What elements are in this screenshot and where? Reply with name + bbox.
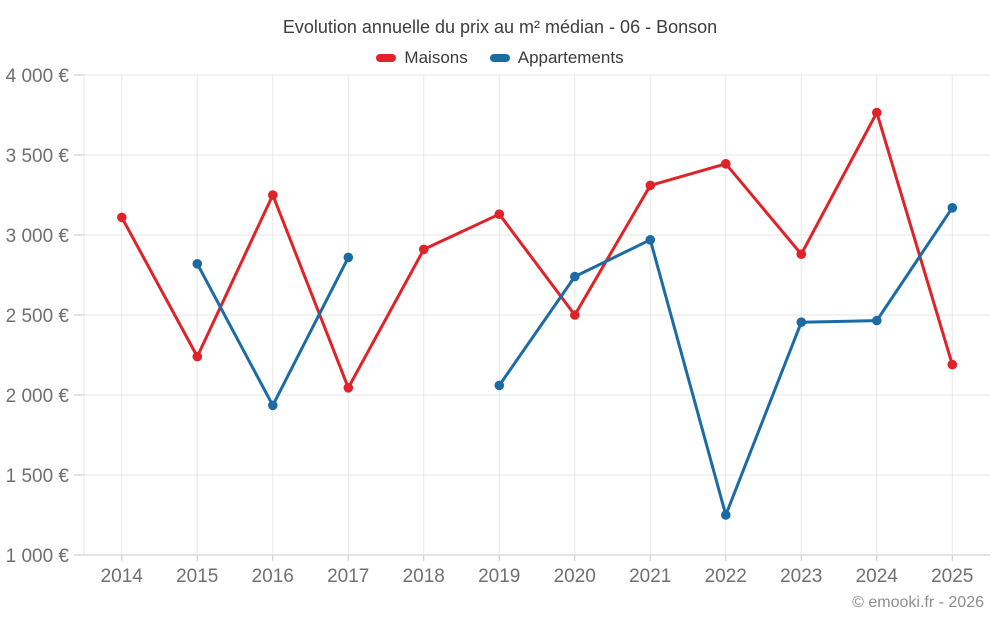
legend: Maisons Appartements <box>0 47 1000 69</box>
y-tick-label: 4 000 € <box>6 66 70 87</box>
data-point-maisons-2024[interactable] <box>872 107 882 118</box>
data-point-maisons-2016[interactable] <box>268 190 278 200</box>
series-line-maisons <box>120 111 954 390</box>
x-tick-label: 2023 <box>780 566 822 587</box>
x-tick-label: 2016 <box>252 566 294 587</box>
chart-title: Evolution annuelle du prix au m² médian … <box>282 17 718 37</box>
copyright-footer: © emooki.fr - 2026 <box>852 594 984 611</box>
legend-label-maisons: Maisons <box>404 48 468 67</box>
data-point-appartements-2017[interactable] <box>343 252 354 263</box>
data-point-maisons-2021[interactable] <box>645 180 656 191</box>
data-point-appartements-2020[interactable] <box>570 271 580 282</box>
data-point-appartements-2022[interactable] <box>721 510 731 520</box>
data-point-appartements-2015[interactable] <box>192 259 203 269</box>
y-tick-label: 3 000 € <box>6 226 70 247</box>
x-tick-label: 2025 <box>931 566 973 587</box>
data-point-maisons-2017[interactable] <box>343 383 354 393</box>
data-point-maisons-2014[interactable] <box>117 212 127 223</box>
data-point-appartements-2025[interactable] <box>947 203 958 213</box>
maisons-swatch-icon <box>376 54 397 62</box>
legend-item-maisons[interactable]: Maisons <box>376 48 468 68</box>
x-tick-label: 2020 <box>554 566 596 587</box>
x-tick-label: 2015 <box>176 566 218 587</box>
data-point-appartements-2023[interactable] <box>796 317 807 328</box>
x-tick-label: 2021 <box>629 566 671 587</box>
data-point-maisons-2018[interactable] <box>419 244 429 255</box>
data-point-appartements-2021[interactable] <box>645 235 656 245</box>
x-tick-label: 2024 <box>856 566 899 587</box>
y-tick-label: 2 000 € <box>6 386 70 407</box>
y-tick-label: 1 500 € <box>6 466 70 487</box>
x-tick-label: 2019 <box>478 566 520 587</box>
y-tick-label: 1 000 € <box>6 546 70 567</box>
x-tick-label: 2017 <box>327 566 369 587</box>
data-point-appartements-2016[interactable] <box>268 400 278 411</box>
y-tick-label: 3 500 € <box>6 146 70 167</box>
data-point-appartements-2024[interactable] <box>872 315 882 326</box>
legend-label-appartements: Appartements <box>517 48 624 67</box>
data-point-appartements-2019[interactable] <box>494 380 505 391</box>
legend-item-appartements[interactable]: Appartements <box>489 48 624 68</box>
data-point-maisons-2015[interactable] <box>192 351 203 362</box>
data-point-maisons-2020[interactable] <box>570 310 580 320</box>
data-point-maisons-2019[interactable] <box>494 209 505 219</box>
appartements-swatch-icon <box>489 54 510 62</box>
data-point-maisons-2023[interactable] <box>796 249 807 259</box>
y-tick-label: 2 500 € <box>6 306 70 327</box>
x-tick-label: 2018 <box>403 566 445 587</box>
data-point-maisons-2022[interactable] <box>721 159 731 169</box>
x-tick-label: 2014 <box>101 566 144 587</box>
data-point-maisons-2025[interactable] <box>947 359 958 370</box>
x-tick-label: 2022 <box>705 566 747 587</box>
